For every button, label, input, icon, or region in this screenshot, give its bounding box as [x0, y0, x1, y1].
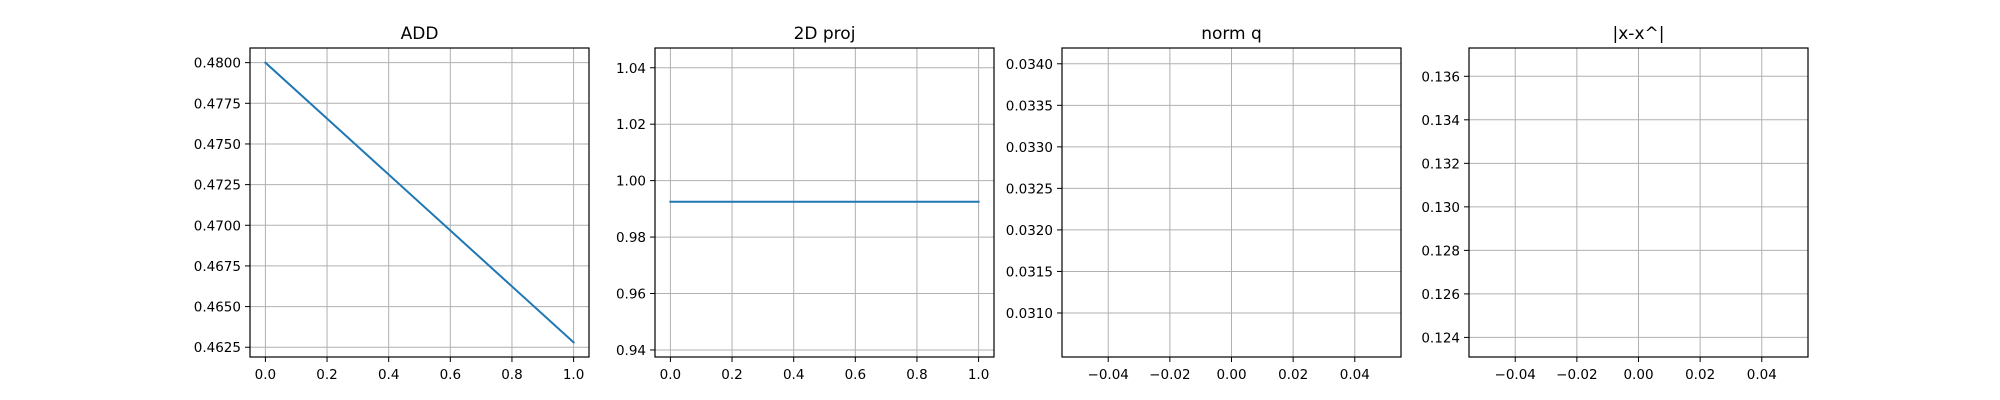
y-tick-label: 0.4800 [194, 56, 241, 72]
x-tick-label: 0.00 [1623, 367, 1653, 383]
y-tick-label: 0.4625 [194, 340, 241, 356]
y-tick-label: 1.02 [616, 117, 646, 133]
y-tick-label: 1.04 [616, 61, 646, 77]
x-tick-label: 0.6 [845, 367, 866, 383]
axes-frame [249, 47, 590, 358]
x-tick-label: 0.04 [1340, 367, 1370, 383]
y-tick-label: 0.124 [1421, 330, 1460, 346]
x-tick-label: 0.04 [1747, 367, 1777, 383]
subplot-title: |x-x^| [1613, 24, 1665, 44]
y-tick-label: 0.0325 [1006, 181, 1053, 197]
y-tick-label: 0.4750 [194, 137, 241, 153]
y-tick-label: 0.4700 [194, 218, 241, 234]
subplot-title: 2D proj [794, 24, 856, 44]
subplot-title: norm q [1201, 24, 1262, 44]
y-tick-label: 0.94 [616, 343, 646, 359]
y-tick-label: 0.0340 [1006, 57, 1053, 73]
series-line-1 [263, 61, 576, 344]
y-tick-label: 0.126 [1421, 287, 1460, 303]
y-tick-label: 0.4775 [194, 96, 241, 112]
x-tick-label: 0.00 [1216, 367, 1246, 383]
x-tick-label: 0.4 [378, 367, 399, 383]
y-tick-label: 1.00 [616, 174, 646, 190]
x-tick-label: 0.2 [721, 367, 742, 383]
subplot-3: norm q −0.04 −0.02 0.00 0.02 0.04 0.0310 0.0315… [1006, 24, 1402, 383]
subplot-4: |x-x^| −0.04 −0.02 0.00 0.02 0.04 0.124 0.126 0.… [1421, 24, 1809, 383]
x-tick-label: 1.0 [968, 367, 989, 383]
y-tick-label: 0.136 [1421, 69, 1460, 85]
x-tick-label: −0.04 [1495, 367, 1536, 383]
subplot-2: 2D proj 0.0 0.2 0.4 0.6 0.8 1.0 0.94 0.96 0.98 1.0… [616, 24, 995, 383]
x-tick-label: 0.0 [255, 367, 276, 383]
subplot-title: ADD [401, 24, 439, 44]
y-tick-label: 0.134 [1421, 113, 1460, 129]
y-tick-label: 0.4650 [194, 300, 241, 316]
y-tick-label: 0.0320 [1006, 223, 1053, 239]
x-tick-label: −0.02 [1149, 367, 1190, 383]
y-tick-label: 0.0335 [1006, 98, 1053, 114]
x-tick-label: 0.0 [660, 367, 681, 383]
subplot-1: ADD 0.0 0.2 0.4 0.6 0.8 1.0 0.4625 0.4650 0.4675 0… [194, 24, 590, 383]
y-tick-label: 0.130 [1421, 200, 1460, 216]
y-tick-label: 0.0330 [1006, 140, 1053, 156]
y-tick-label: 0.0315 [1006, 264, 1053, 280]
x-tick-label: 1.0 [563, 367, 584, 383]
y-tick-label: 0.132 [1421, 156, 1460, 172]
x-tick-label: 0.6 [440, 367, 461, 383]
x-tick-label: 0.02 [1685, 367, 1715, 383]
x-tick-label: 0.2 [316, 367, 337, 383]
y-tick-label: 0.4675 [194, 259, 241, 275]
x-tick-label: −0.02 [1556, 367, 1597, 383]
x-tick-label: −0.04 [1088, 367, 1129, 383]
x-tick-label: 0.4 [783, 367, 804, 383]
y-tick-label: 0.96 [616, 287, 646, 303]
y-tick-label: 0.128 [1421, 243, 1460, 259]
x-tick-label: 0.8 [906, 367, 927, 383]
y-tick-label: 0.4725 [194, 178, 241, 194]
y-tick-label: 0.0310 [1006, 306, 1053, 322]
x-tick-label: 0.02 [1278, 367, 1308, 383]
y-tick-label: 0.98 [616, 230, 646, 246]
axes-frame [654, 47, 995, 358]
x-tick-label: 0.8 [501, 367, 522, 383]
